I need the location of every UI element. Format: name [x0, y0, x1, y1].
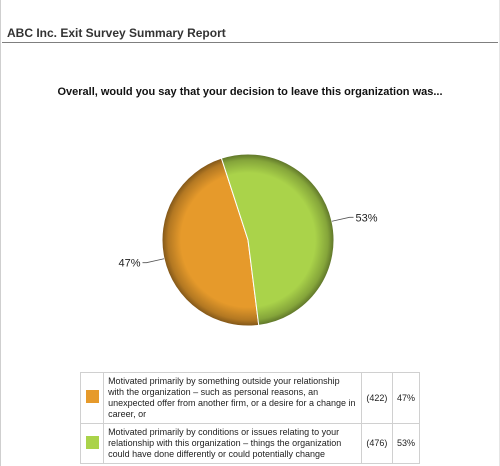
legend-swatch-relationship: [85, 435, 99, 449]
legend-label: Motivated primarily by conditions or iss…: [103, 423, 362, 464]
chart-legend: Motivated primarily by something outside…: [79, 372, 421, 464]
legend-label: Motivated primarily by something outside…: [103, 372, 362, 424]
pie-slice-label: 53%: [356, 212, 378, 224]
legend-percent: 53%: [391, 423, 421, 464]
pie-slice-label: 47%: [118, 258, 140, 270]
pie-leader-line: [331, 216, 354, 222]
legend-count: (476): [360, 423, 393, 464]
title-divider: [2, 42, 498, 43]
chart-title: Overall, would you say that your decisio…: [57, 86, 443, 98]
report-title: ABC Inc. Exit Survey Summary Report: [7, 26, 226, 40]
frame-left-border: [0, 0, 1, 466]
legend-count: (422): [360, 372, 393, 424]
pie-leader-line: [142, 258, 165, 264]
legend-swatch-outside: [85, 390, 99, 403]
legend-row: Motivated primarily by conditions or iss…: [79, 423, 421, 464]
legend-percent: 47%: [391, 372, 421, 424]
legend-row: Motivated primarily by something outside…: [79, 372, 421, 424]
